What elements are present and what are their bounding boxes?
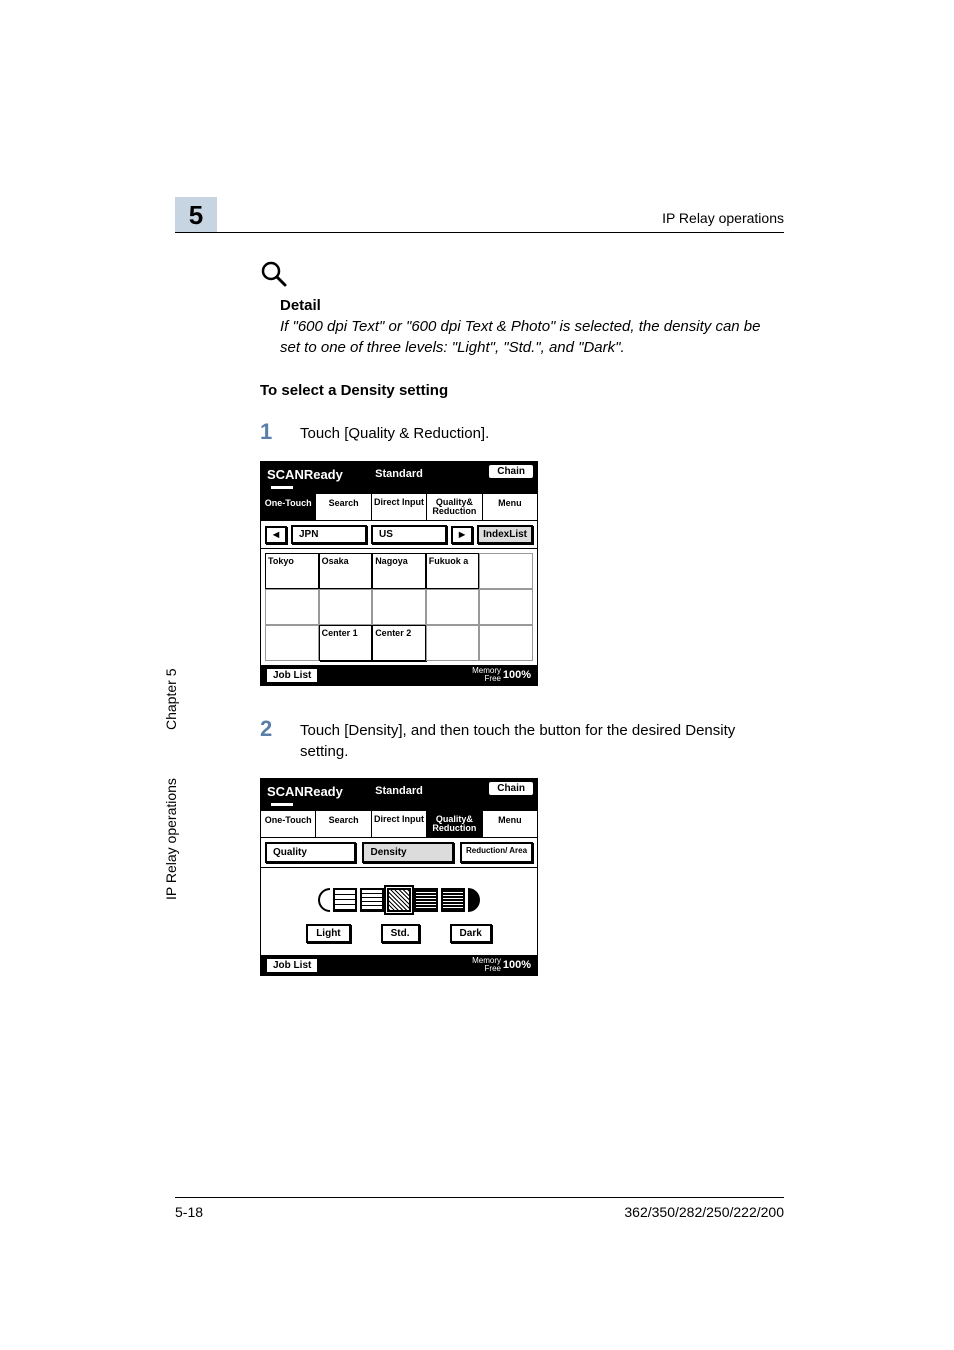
std-button[interactable]: Std.	[381, 924, 420, 943]
memory-free-label: MemoryFree	[472, 667, 501, 683]
density-area: Light Std. Dark	[261, 868, 537, 955]
tab-one-touch[interactable]: One-Touch	[261, 494, 316, 520]
chain-button[interactable]: Chain	[489, 782, 533, 795]
density-level-4[interactable]	[414, 888, 438, 912]
tab-quality-reduction[interactable]: Quality& Reduction	[427, 811, 482, 837]
step-1: 1 Touch [Quality & Reduction].	[260, 419, 784, 445]
panel1-nav: ◄ JPN US ► IndexList	[261, 521, 537, 549]
light-button[interactable]: Light	[306, 924, 350, 943]
panel2-titlebar: SCANReady Standard Chain	[261, 779, 537, 803]
panel2-mode-row: Quality Density Reduction/ Area	[261, 838, 537, 868]
quality-button[interactable]: Quality	[265, 842, 356, 863]
density-level-3-selected[interactable]	[387, 888, 411, 912]
section-heading: To select a Density setting	[260, 382, 784, 399]
tab-one-touch[interactable]: One-Touch	[261, 811, 316, 837]
panel2-footer: Job List MemoryFree 100%	[261, 955, 537, 975]
panel1-titlebar: SCANReady Standard Chain	[261, 462, 537, 486]
panel2-black-bar	[261, 803, 537, 811]
grid-empty	[479, 625, 533, 661]
step-1-text: Touch [Quality & Reduction].	[300, 419, 489, 444]
nav-jpn-button[interactable]: JPN	[291, 525, 367, 544]
panel1-footer: Job List MemoryFree 100%	[261, 665, 537, 685]
standard-label: Standard	[375, 468, 423, 480]
grid-fukuoka[interactable]: Fukuok a	[426, 553, 480, 589]
nav-us-button[interactable]: US	[371, 525, 447, 544]
step-2-number: 2	[260, 716, 300, 742]
sidebar-chapter: Chapter 5	[163, 669, 179, 730]
touchscreen-panel-1: SCANReady Standard Chain One-Touch Searc…	[260, 461, 538, 686]
tab-direct-input[interactable]: Direct Input	[372, 811, 427, 837]
panel2-tabs: One-Touch Search Direct Input Quality& R…	[261, 811, 537, 838]
detail-label: Detail	[280, 297, 784, 314]
grid-empty	[372, 589, 426, 625]
step-1-number: 1	[260, 419, 300, 445]
grid-empty	[265, 625, 319, 661]
header-title: IP Relay operations	[662, 210, 784, 226]
density-labels: Light Std. Dark	[275, 924, 523, 943]
density-button[interactable]: Density	[362, 842, 453, 863]
joblist-button[interactable]: Job List	[267, 959, 317, 972]
grid-empty	[426, 625, 480, 661]
grid-center2[interactable]: Center 2	[372, 625, 426, 661]
grid-osaka[interactable]: Osaka	[319, 553, 373, 589]
density-light-icon[interactable]	[318, 888, 330, 912]
grid-empty	[265, 589, 319, 625]
memory-free-label: MemoryFree	[472, 957, 501, 973]
magnifier-icon	[260, 260, 288, 288]
grid-tokyo[interactable]: Tokyo	[265, 553, 319, 589]
density-scale	[275, 888, 523, 912]
panel1-grid: Tokyo Osaka Nagoya Fukuok a Center 1 Cen…	[261, 549, 537, 665]
memory-percent: 100%	[503, 669, 531, 681]
scan-ready-label: SCANReady	[267, 784, 343, 799]
step-2: 2 Touch [Density], and then touch the bu…	[260, 716, 784, 762]
sidebar-title: IP Relay operations	[163, 778, 179, 900]
density-level-1[interactable]	[333, 888, 357, 912]
tab-search[interactable]: Search	[316, 494, 371, 520]
memory-percent: 100%	[503, 959, 531, 971]
grid-empty	[479, 553, 533, 589]
step-2-text: Touch [Density], and then touch the butt…	[300, 716, 784, 762]
touchscreen-panel-2: SCANReady Standard Chain One-Touch Searc…	[260, 778, 538, 976]
standard-label: Standard	[375, 785, 423, 797]
grid-empty	[319, 589, 373, 625]
indexlist-button[interactable]: IndexList	[477, 525, 533, 544]
footer-rule	[175, 1197, 784, 1198]
nav-right-icon[interactable]: ►	[451, 526, 473, 544]
tab-menu[interactable]: Menu	[483, 494, 537, 520]
grid-empty	[426, 589, 480, 625]
tab-quality-reduction[interactable]: Quality& Reduction	[427, 494, 482, 520]
panel1-black-bar	[261, 486, 537, 494]
tab-direct-input[interactable]: Direct Input	[372, 494, 427, 520]
tab-menu[interactable]: Menu	[483, 811, 537, 837]
main-content: Detail If "600 dpi Text" or "600 dpi Tex…	[260, 260, 784, 976]
footer-model: 362/350/282/250/222/200	[624, 1204, 784, 1220]
panel1-tabs: One-Touch Search Direct Input Quality& R…	[261, 494, 537, 521]
reduction-area-button[interactable]: Reduction/ Area	[460, 842, 533, 863]
grid-center1[interactable]: Center 1	[319, 625, 373, 661]
joblist-button[interactable]: Job List	[267, 669, 317, 682]
grid-nagoya[interactable]: Nagoya	[372, 553, 426, 589]
detail-text: If "600 dpi Text" or "600 dpi Text & Pho…	[280, 316, 784, 358]
nav-left-icon[interactable]: ◄	[265, 526, 287, 544]
scan-ready-label: SCANReady	[267, 467, 343, 482]
density-level-2[interactable]	[360, 888, 384, 912]
chain-button[interactable]: Chain	[489, 465, 533, 478]
footer-page: 5-18	[175, 1204, 203, 1220]
header-rule	[175, 232, 784, 233]
density-level-5[interactable]	[441, 888, 465, 912]
density-dark-icon[interactable]	[468, 888, 480, 912]
grid-empty	[479, 589, 533, 625]
chapter-number-box: 5	[175, 197, 217, 233]
dark-button[interactable]: Dark	[450, 924, 492, 943]
tab-search[interactable]: Search	[316, 811, 371, 837]
